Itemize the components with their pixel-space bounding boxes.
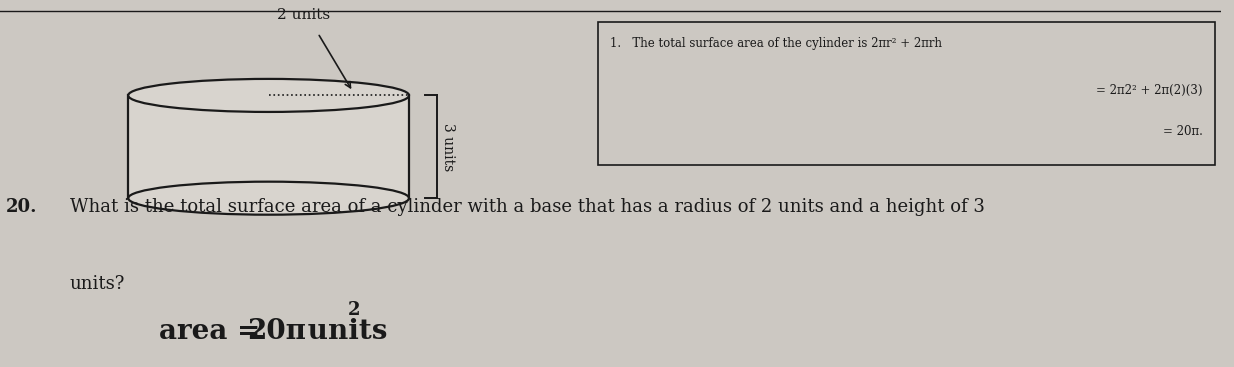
Text: 2 units: 2 units [278,8,331,22]
Ellipse shape [128,79,408,112]
Text: 3 units: 3 units [441,123,455,171]
Text: What is the total surface area of a cylinder with a base that has a radius of 2 : What is the total surface area of a cyli… [69,198,985,216]
Text: 20π: 20π [247,318,306,345]
Text: = 2π2² + 2π(2)(3): = 2π2² + 2π(2)(3) [1096,84,1203,97]
Text: = 20π.: = 20π. [1162,125,1203,138]
Text: 1.   The total surface area of the cylinder is 2πr² + 2πrh: 1. The total surface area of the cylinde… [611,37,943,50]
Text: 2: 2 [348,301,360,319]
Text: area =: area = [159,318,270,345]
Text: units: units [297,318,387,345]
Ellipse shape [128,182,408,215]
FancyBboxPatch shape [598,22,1214,165]
Text: units?: units? [69,275,125,293]
Polygon shape [128,95,408,198]
Text: 20.: 20. [6,198,37,216]
